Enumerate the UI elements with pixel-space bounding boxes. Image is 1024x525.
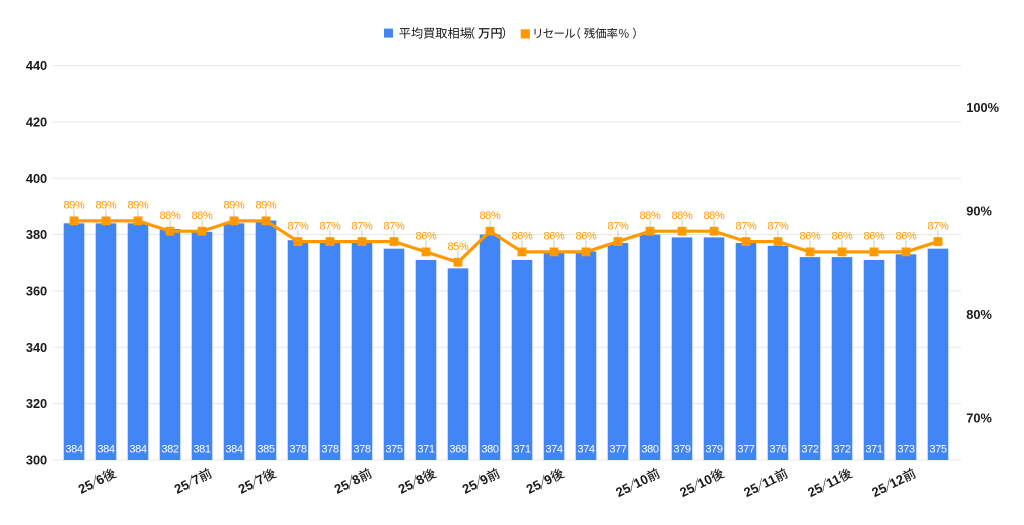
svg-text:25: 25 xyxy=(172,477,192,497)
svg-text:375: 375 xyxy=(929,444,947,456)
svg-text:360: 360 xyxy=(26,284,47,299)
svg-text:368: 368 xyxy=(449,444,467,456)
svg-text:378: 378 xyxy=(353,444,371,456)
svg-text:10: 10 xyxy=(695,471,715,491)
svg-text:87%: 87% xyxy=(352,220,374,232)
svg-text:372: 372 xyxy=(833,444,851,456)
svg-text:378: 378 xyxy=(289,444,307,456)
svg-text:374: 374 xyxy=(577,444,595,456)
svg-text:87%: 87% xyxy=(736,220,758,232)
svg-text:384: 384 xyxy=(65,444,83,456)
svg-text:25: 25 xyxy=(460,477,480,497)
svg-text:87%: 87% xyxy=(768,220,790,232)
svg-text:400: 400 xyxy=(26,171,47,186)
svg-text:372: 372 xyxy=(801,444,819,456)
svg-text:86%: 86% xyxy=(864,231,886,243)
svg-text:382: 382 xyxy=(161,444,179,456)
svg-text:385: 385 xyxy=(257,444,275,456)
svg-text:86%: 86% xyxy=(512,231,534,243)
svg-text:10: 10 xyxy=(631,471,651,491)
svg-text:70%: 70% xyxy=(966,411,992,426)
svg-text:25: 25 xyxy=(236,477,256,497)
svg-text:86%: 86% xyxy=(544,231,566,243)
svg-text:384: 384 xyxy=(225,444,243,456)
svg-text:86%: 86% xyxy=(576,231,598,243)
svg-text:89%: 89% xyxy=(128,200,150,212)
svg-text:379: 379 xyxy=(673,444,691,456)
svg-text:89%: 89% xyxy=(224,200,246,212)
svg-text:384: 384 xyxy=(129,444,147,456)
svg-text:25: 25 xyxy=(332,477,352,497)
svg-text:320: 320 xyxy=(26,396,47,411)
svg-text:25: 25 xyxy=(613,480,633,500)
svg-text:89%: 89% xyxy=(64,200,86,212)
svg-text:85%: 85% xyxy=(448,241,470,253)
svg-text:381: 381 xyxy=(193,444,211,456)
svg-text:11: 11 xyxy=(760,471,779,491)
svg-text:25: 25 xyxy=(741,480,761,500)
svg-text:11: 11 xyxy=(824,471,843,491)
svg-text:25: 25 xyxy=(677,480,697,500)
svg-text:87%: 87% xyxy=(928,220,950,232)
svg-text:380: 380 xyxy=(481,444,499,456)
svg-text:380: 380 xyxy=(641,444,659,456)
svg-text:300: 300 xyxy=(26,453,47,468)
svg-text:87%: 87% xyxy=(288,220,310,232)
svg-text:87%: 87% xyxy=(608,220,630,232)
svg-text:379: 379 xyxy=(705,444,723,456)
svg-text:25: 25 xyxy=(869,480,889,500)
svg-text:374: 374 xyxy=(545,444,563,456)
svg-text:86%: 86% xyxy=(416,231,438,243)
svg-text:25: 25 xyxy=(805,480,825,500)
svg-text:380: 380 xyxy=(26,227,47,242)
svg-text:88%: 88% xyxy=(704,210,726,222)
svg-text:25: 25 xyxy=(396,477,416,497)
svg-text:376: 376 xyxy=(769,444,787,456)
svg-text:384: 384 xyxy=(97,444,115,456)
svg-text:89%: 89% xyxy=(256,200,278,212)
svg-text:377: 377 xyxy=(737,444,755,456)
svg-text:377: 377 xyxy=(609,444,627,456)
svg-text:25: 25 xyxy=(76,477,96,497)
svg-text:86%: 86% xyxy=(896,231,918,243)
svg-text:88%: 88% xyxy=(480,210,502,222)
svg-text:100%: 100% xyxy=(966,100,999,115)
svg-text:80%: 80% xyxy=(966,307,992,322)
svg-text:86%: 86% xyxy=(800,231,822,243)
svg-text:86%: 86% xyxy=(832,231,854,243)
svg-text:87%: 87% xyxy=(384,220,406,232)
svg-text:25: 25 xyxy=(524,477,544,497)
svg-text:88%: 88% xyxy=(672,210,694,222)
svg-text:373: 373 xyxy=(897,444,915,456)
svg-text:371: 371 xyxy=(865,444,883,456)
svg-text:88%: 88% xyxy=(640,210,662,222)
svg-text:90%: 90% xyxy=(966,204,992,219)
svg-text:440: 440 xyxy=(26,58,47,73)
svg-text:87%: 87% xyxy=(320,220,342,232)
svg-text:378: 378 xyxy=(321,444,339,456)
svg-text:375: 375 xyxy=(385,444,403,456)
svg-text:371: 371 xyxy=(513,444,531,456)
svg-text:371: 371 xyxy=(417,444,435,456)
svg-text:420: 420 xyxy=(26,114,47,129)
svg-text:89%: 89% xyxy=(96,200,118,212)
svg-text:12: 12 xyxy=(887,471,907,491)
svg-text:88%: 88% xyxy=(192,210,214,222)
svg-text:88%: 88% xyxy=(160,210,182,222)
svg-text:340: 340 xyxy=(26,340,47,355)
